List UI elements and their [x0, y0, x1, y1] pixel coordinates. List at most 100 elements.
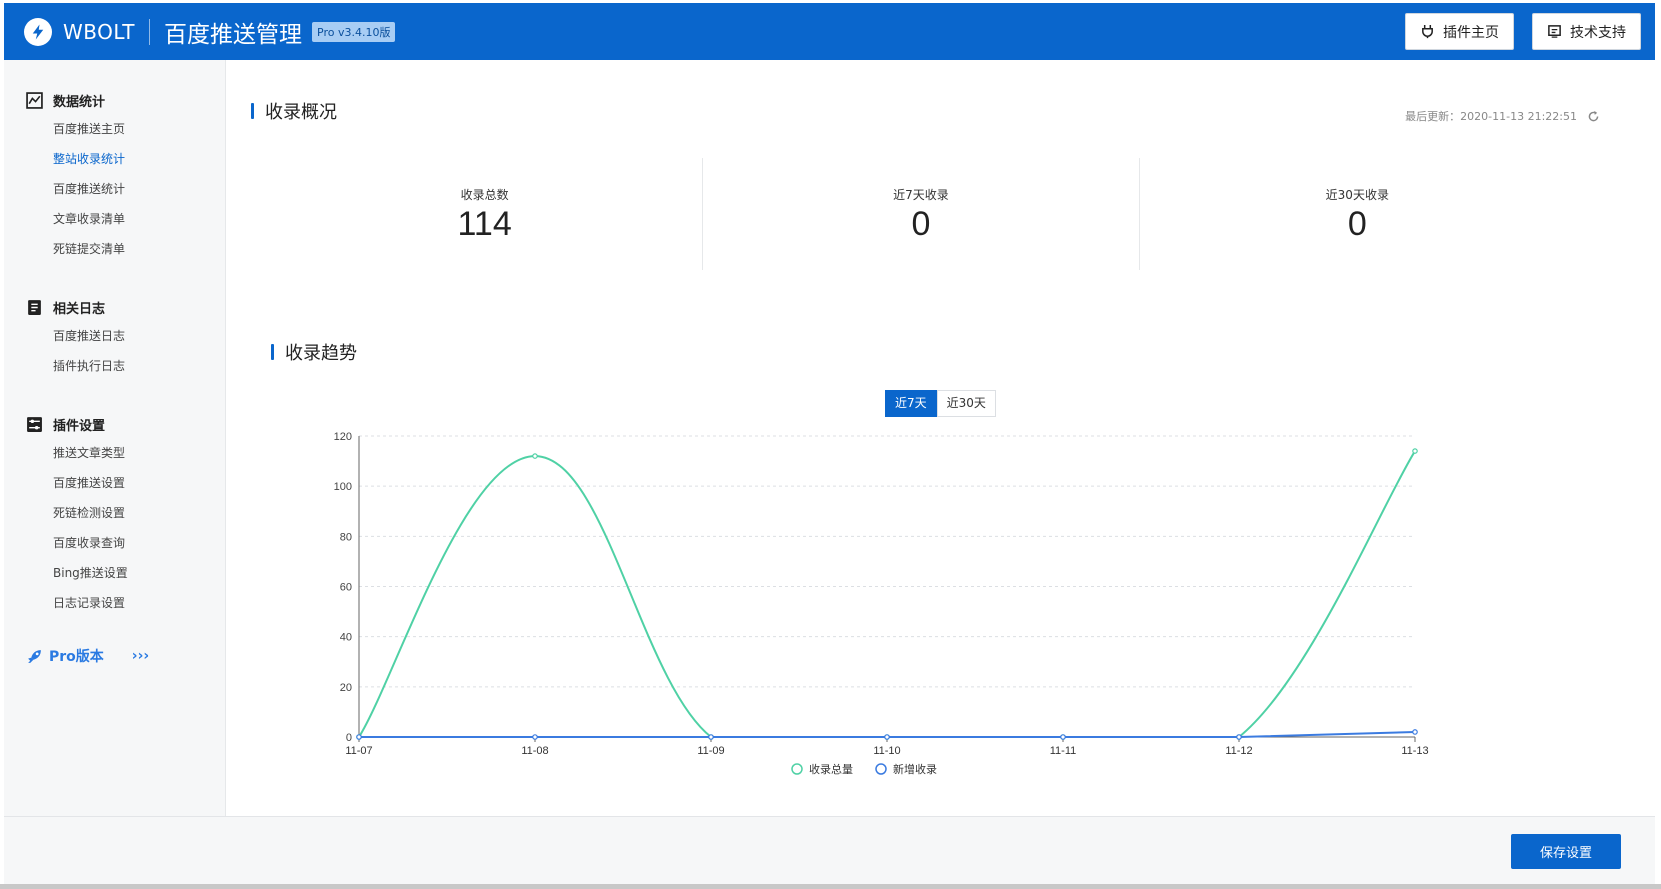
y-tick-label: 40: [340, 632, 352, 644]
data-point: [1060, 734, 1066, 740]
triple-chevron-icon: ›››: [131, 648, 150, 664]
tech-support-label: 技术支持: [1570, 24, 1626, 41]
sidebar-group-label: 插件设置: [53, 418, 106, 434]
stat-30days: 近30天收录 0: [1140, 158, 1575, 270]
title-accent-bar: [271, 344, 274, 360]
sidebar-item-bing-push-settings[interactable]: Bing推送设置: [53, 566, 128, 580]
data-point: [708, 734, 714, 740]
tab-30days[interactable]: 近30天: [936, 390, 996, 417]
x-tick-label: 11-07: [345, 745, 372, 757]
x-tick-label: 11-12: [1225, 745, 1252, 757]
page-title: 百度推送管理: [164, 21, 302, 48]
sidebar-group-title: 插件设置: [26, 414, 225, 434]
data-point: [1236, 734, 1242, 740]
data-point: [884, 734, 890, 740]
header-actions: 插件主页 技术支持: [1405, 13, 1641, 50]
data-point: [1412, 448, 1418, 454]
legend-label: 收录总量: [809, 762, 853, 776]
overview-section-title: 收录概况: [251, 98, 337, 124]
range-tabs: 近7天 近30天: [885, 390, 996, 417]
overview-title-text: 收录概况: [265, 102, 337, 123]
sidebar-group-label: 数据统计: [53, 94, 106, 110]
sidebar-item-baidu-index-query[interactable]: 百度收录查询: [53, 536, 126, 550]
title-accent-bar: [251, 103, 254, 119]
sidebar-item-baidu-push-log[interactable]: 百度推送日志: [53, 329, 126, 343]
pro-version-link[interactable]: Pro版本 ›››: [26, 646, 225, 666]
logo: WBOLT: [24, 17, 135, 46]
plugin-home-label: 插件主页: [1443, 24, 1499, 41]
data-point: [532, 734, 538, 740]
sidebar-item-plugin-exec-log[interactable]: 插件执行日志: [53, 359, 126, 373]
stat-total: 收录总数 114: [267, 158, 704, 270]
sidebar-item-dead-link-settings[interactable]: 死链检测设置: [53, 506, 126, 520]
y-tick-label: 0: [346, 732, 352, 744]
y-tick-label: 120: [334, 431, 352, 443]
sidebar-item-article-index-list[interactable]: 文章收录清单: [53, 212, 126, 226]
legend-marker: [791, 763, 803, 775]
x-tick-label: 11-09: [697, 745, 724, 757]
last-update-text: 最后更新：2020-11-13 21:22:51: [1405, 110, 1577, 123]
brand-name: WBOLT: [63, 19, 135, 44]
data-point: [356, 734, 362, 740]
y-tick-label: 100: [334, 481, 352, 493]
overview-stats: 收录总数 114 近7天收录 0 近30天收录 0: [267, 158, 1575, 270]
trend-title-text: 收录趋势: [285, 343, 357, 364]
sidebar-group-stats: 数据统计 百度推送主页 整站收录统计 百度推送统计 文章收录清单 死链提交清单: [26, 90, 225, 264]
trend-section-title: 收录趋势: [271, 339, 357, 365]
top-header: WBOLT 百度推送管理 Pro v3.4.10版 插件主页 技术支持: [4, 3, 1655, 60]
x-tick-label: 11-11: [1050, 745, 1077, 757]
sidebar-item-site-index-stats[interactable]: 整站收录统计: [53, 152, 126, 166]
sidebar-group-title: 相关日志: [26, 297, 225, 317]
y-tick-label: 20: [340, 682, 352, 694]
trend-chart-svg: 0 20 40 60 80 100 120 11-07 11-08 11-09 11-10 11-11…: [334, 431, 1429, 776]
x-tick-label: 11-10: [873, 745, 900, 757]
chart-icon: [26, 91, 43, 109]
support-icon: [1548, 25, 1561, 38]
stat-label: 近7天收录: [893, 188, 949, 202]
y-tick-label: 80: [340, 531, 352, 543]
header-divider: [149, 18, 150, 45]
x-tick-label: 11-08: [521, 745, 548, 757]
refresh-icon[interactable]: [1587, 110, 1600, 123]
stat-value: 0: [911, 205, 931, 243]
main-content: 收录概况 最后更新：2020-11-13 21:22:51 收录总数 114 近…: [227, 60, 1655, 816]
sidebar-item-baidu-push-stats[interactable]: 百度推送统计: [53, 182, 126, 196]
data-point: [532, 453, 538, 459]
sidebar-group-title: 数据统计: [26, 90, 225, 110]
tab-7days[interactable]: 近7天: [885, 390, 937, 417]
plugin-home-button[interactable]: 插件主页: [1405, 13, 1514, 50]
stat-value: 0: [1347, 205, 1367, 243]
y-tick-label: 60: [340, 582, 352, 594]
sidebar-item-log-settings[interactable]: 日志记录设置: [53, 596, 126, 610]
series-line-0: [358, 450, 1416, 739]
stat-value: 114: [457, 205, 512, 243]
sidebar-group-label: 相关日志: [53, 301, 106, 317]
save-settings-button[interactable]: 保存设置: [1511, 834, 1621, 869]
sidebar-item-baidu-push-home[interactable]: 百度推送主页: [53, 122, 126, 136]
settings-icon: [27, 416, 42, 432]
footer-bar: 保存设置: [4, 816, 1655, 884]
log-icon: [28, 299, 41, 315]
stat-label: 收录总数: [460, 188, 509, 202]
stat-label: 近30天收录: [1325, 188, 1389, 202]
sidebar-group-settings: 插件设置 推送文章类型 百度推送设置 死链检测设置 百度收录查询 Bing推送设…: [26, 414, 225, 618]
sidebar-group-logs: 相关日志 百度推送日志 插件执行日志: [26, 297, 225, 381]
version-badge: Pro v3.4.10版: [312, 21, 396, 42]
data-point: [1412, 729, 1418, 735]
trend-chart: 0 20 40 60 80 100 120 11-07 11-08 11-09 11-10 11-11…: [327, 425, 1477, 816]
pro-version-label: Pro版本: [49, 649, 104, 665]
sidebar-item-baidu-push-settings[interactable]: 百度推送设置: [53, 476, 126, 490]
bolt-icon: [24, 17, 52, 46]
sidebar-item-dead-link-list[interactable]: 死链提交清单: [53, 242, 126, 256]
legend-marker: [875, 763, 887, 775]
plug-icon: [1422, 24, 1433, 39]
rocket-icon: [28, 649, 41, 663]
legend-label: 新增收录: [893, 762, 937, 776]
sidebar-item-push-post-types[interactable]: 推送文章类型: [53, 446, 126, 460]
sidebar: 数据统计 百度推送主页 整站收录统计 百度推送统计 文章收录清单 死链提交清单 …: [4, 60, 226, 816]
last-update: 最后更新：2020-11-13 21:22:51: [1405, 108, 1600, 124]
tech-support-button[interactable]: 技术支持: [1532, 13, 1641, 50]
stat-7days: 近7天收录 0: [703, 158, 1140, 270]
taskbar-edge: [0, 884, 1661, 889]
x-tick-label: 11-13: [1401, 745, 1428, 757]
